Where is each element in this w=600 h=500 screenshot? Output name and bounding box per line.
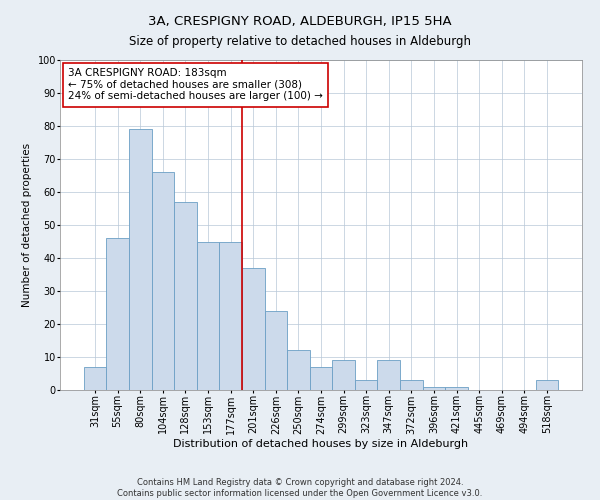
Bar bbox=[242, 268, 265, 390]
Bar bbox=[377, 360, 400, 390]
Bar bbox=[174, 202, 197, 390]
Text: Size of property relative to detached houses in Aldeburgh: Size of property relative to detached ho… bbox=[129, 35, 471, 48]
Bar bbox=[84, 367, 106, 390]
Bar bbox=[332, 360, 355, 390]
Bar bbox=[310, 367, 332, 390]
Text: 3A, CRESPIGNY ROAD, ALDEBURGH, IP15 5HA: 3A, CRESPIGNY ROAD, ALDEBURGH, IP15 5HA bbox=[148, 15, 452, 28]
X-axis label: Distribution of detached houses by size in Aldeburgh: Distribution of detached houses by size … bbox=[173, 439, 469, 449]
Bar bbox=[129, 130, 152, 390]
Y-axis label: Number of detached properties: Number of detached properties bbox=[22, 143, 32, 307]
Bar bbox=[220, 242, 242, 390]
Bar bbox=[536, 380, 558, 390]
Bar bbox=[445, 386, 468, 390]
Bar bbox=[287, 350, 310, 390]
Bar bbox=[400, 380, 422, 390]
Bar bbox=[106, 238, 129, 390]
Bar bbox=[422, 386, 445, 390]
Bar bbox=[152, 172, 174, 390]
Text: Contains HM Land Registry data © Crown copyright and database right 2024.
Contai: Contains HM Land Registry data © Crown c… bbox=[118, 478, 482, 498]
Bar bbox=[355, 380, 377, 390]
Text: 3A CRESPIGNY ROAD: 183sqm
← 75% of detached houses are smaller (308)
24% of semi: 3A CRESPIGNY ROAD: 183sqm ← 75% of detac… bbox=[68, 68, 323, 102]
Bar bbox=[197, 242, 220, 390]
Bar bbox=[265, 311, 287, 390]
